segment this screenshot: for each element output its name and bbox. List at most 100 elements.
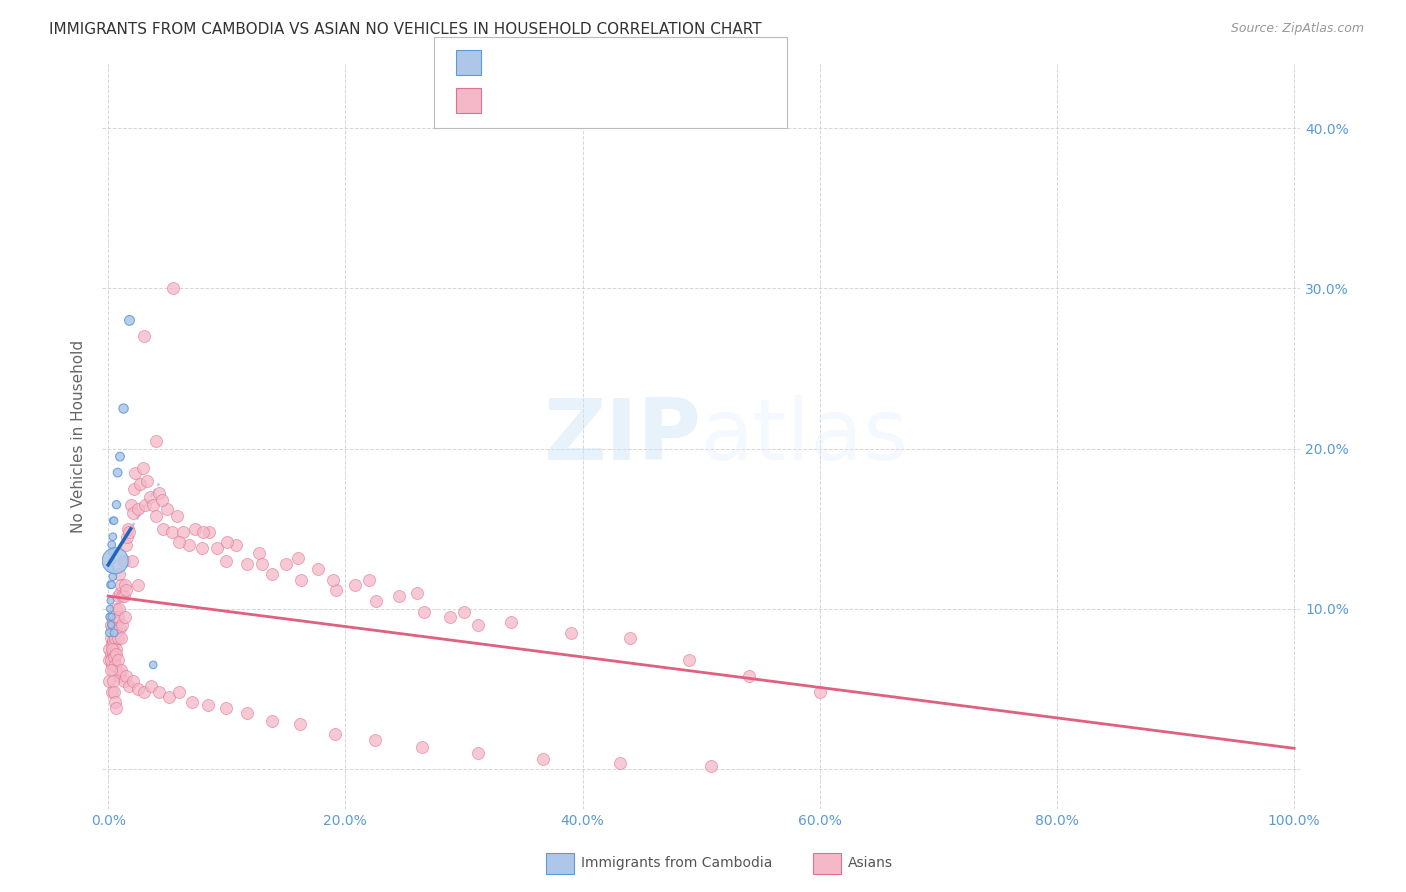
Point — [115, 582, 138, 597]
Point — [100, 685, 122, 699]
Text: N =: N = — [600, 92, 640, 110]
Text: R =: R = — [495, 92, 534, 110]
Point — [108, 566, 131, 581]
Point — [148, 685, 170, 699]
Point — [152, 522, 174, 536]
Point — [145, 508, 167, 523]
Point — [737, 669, 759, 683]
Point — [110, 578, 132, 592]
Point — [100, 657, 122, 672]
Point — [405, 586, 427, 600]
Point — [132, 685, 155, 699]
Point — [100, 538, 122, 552]
Point — [98, 609, 121, 624]
Point — [129, 476, 152, 491]
Point — [111, 589, 134, 603]
Point — [252, 557, 274, 571]
Point — [191, 541, 214, 555]
Point — [145, 434, 167, 448]
Point — [439, 609, 461, 624]
Point — [98, 653, 121, 667]
Point — [142, 498, 165, 512]
Point — [191, 524, 214, 539]
Point — [142, 657, 165, 672]
Point — [260, 566, 283, 581]
Point — [157, 690, 180, 704]
Text: R =: R = — [495, 54, 534, 71]
Point — [357, 573, 380, 587]
Point — [100, 578, 122, 592]
Point — [214, 701, 236, 715]
Point — [181, 695, 204, 709]
Point — [124, 466, 146, 480]
Point — [287, 550, 309, 565]
Point — [110, 663, 132, 677]
Point — [122, 506, 145, 520]
Point — [122, 673, 145, 688]
Point — [108, 665, 131, 680]
Point — [107, 631, 129, 645]
Point — [100, 621, 122, 635]
Point — [247, 546, 270, 560]
Point — [148, 486, 170, 500]
Point — [107, 589, 129, 603]
Point — [100, 663, 122, 677]
Point — [101, 647, 124, 661]
Point — [274, 557, 297, 571]
Point — [343, 578, 366, 592]
Point — [105, 647, 128, 661]
Point — [531, 752, 554, 766]
Point — [678, 653, 700, 667]
Point — [105, 641, 128, 656]
Point — [100, 609, 122, 624]
Point — [325, 582, 347, 597]
Point — [101, 673, 124, 688]
Point — [98, 673, 121, 688]
Point — [101, 570, 124, 584]
Point — [225, 538, 247, 552]
Point — [104, 609, 127, 624]
Point — [101, 615, 124, 629]
Point — [127, 502, 149, 516]
Point — [101, 530, 124, 544]
Point — [110, 631, 132, 645]
Point — [100, 641, 122, 656]
Point — [467, 746, 489, 760]
Point — [169, 534, 191, 549]
Point — [104, 695, 127, 709]
Point — [105, 621, 128, 635]
Point — [98, 641, 121, 656]
Point — [307, 562, 329, 576]
Point — [207, 541, 229, 555]
Point — [150, 492, 173, 507]
Point — [467, 617, 489, 632]
Point — [100, 554, 122, 568]
Text: Immigrants from Cambodia: Immigrants from Cambodia — [581, 856, 772, 871]
Point — [388, 589, 411, 603]
Text: IMMIGRANTS FROM CAMBODIA VS ASIAN NO VEHICLES IN HOUSEHOLD CORRELATION CHART: IMMIGRANTS FROM CAMBODIA VS ASIAN NO VEH… — [49, 22, 762, 37]
Point — [98, 602, 121, 616]
Point — [156, 502, 179, 516]
Point — [364, 733, 387, 747]
Point — [100, 617, 122, 632]
Point — [100, 617, 122, 632]
Point — [100, 578, 122, 592]
Point — [107, 609, 129, 624]
Point — [100, 594, 122, 608]
Point — [103, 637, 125, 651]
Point — [105, 498, 128, 512]
Point — [112, 589, 135, 603]
Point — [138, 490, 160, 504]
Point — [619, 631, 641, 645]
Point — [127, 681, 149, 696]
Point — [166, 508, 188, 523]
Point — [134, 498, 156, 512]
Point — [118, 313, 141, 327]
Point — [236, 706, 259, 720]
Text: atlas: atlas — [702, 395, 910, 478]
Point — [100, 653, 122, 667]
Point — [105, 701, 128, 715]
Point — [290, 573, 312, 587]
Point — [108, 586, 131, 600]
Text: 24: 24 — [641, 54, 672, 71]
